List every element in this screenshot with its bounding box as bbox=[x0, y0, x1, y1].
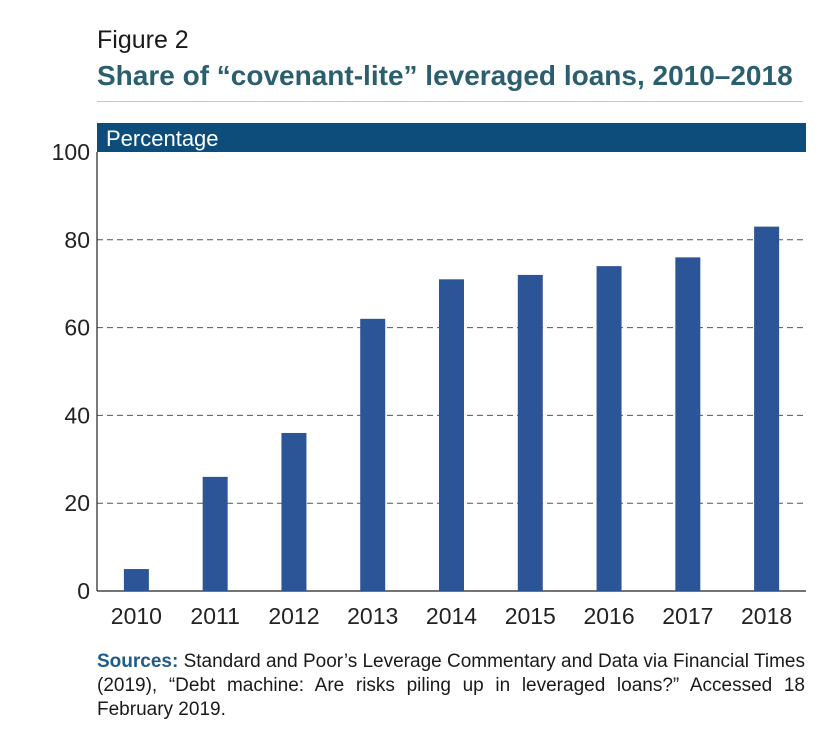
x-tick-label: 2017 bbox=[662, 603, 713, 629]
x-tick-label: 2016 bbox=[583, 603, 634, 629]
bar bbox=[360, 318, 386, 591]
sources-text: Standard and Poor’s Leverage Commentary … bbox=[97, 651, 805, 720]
figure-label: Figure 2 bbox=[97, 26, 189, 54]
bar bbox=[439, 279, 464, 591]
bar bbox=[754, 226, 780, 591]
x-tick-label: 2013 bbox=[347, 603, 398, 629]
y-axis-label: Percentage bbox=[106, 126, 219, 151]
ylabel-band bbox=[97, 123, 806, 152]
sources-label: Sources: bbox=[97, 651, 179, 672]
y-tick-label: 60 bbox=[64, 315, 90, 341]
bar bbox=[281, 432, 307, 591]
y-tick-label: 0 bbox=[77, 578, 90, 604]
bar bbox=[517, 274, 543, 591]
bar bbox=[675, 257, 701, 591]
chart-title: Share of “covenant-lite” leveraged loans… bbox=[97, 60, 793, 91]
sources-note: Sources: Standard and Poor’s Leverage Co… bbox=[97, 650, 805, 722]
x-tick-label: 2010 bbox=[111, 603, 162, 629]
title-divider bbox=[97, 101, 803, 102]
x-tick-label: 2018 bbox=[741, 603, 792, 629]
x-tick-label: 2015 bbox=[505, 603, 556, 629]
x-tick-label: 2012 bbox=[268, 603, 319, 629]
bar bbox=[596, 266, 622, 591]
bar bbox=[202, 476, 228, 591]
y-tick-label: 40 bbox=[64, 402, 90, 428]
y-tick-label: 80 bbox=[64, 227, 90, 253]
y-tick-label: 100 bbox=[52, 139, 90, 165]
bar-chart: Percentage 0 20 40 60 80 100 2010 2011 2012 2013 20… bbox=[52, 123, 806, 629]
x-tick-label: 2011 bbox=[190, 603, 239, 629]
y-tick-label: 20 bbox=[64, 490, 90, 516]
x-tick-label: 2014 bbox=[426, 603, 477, 629]
bar bbox=[123, 569, 149, 591]
